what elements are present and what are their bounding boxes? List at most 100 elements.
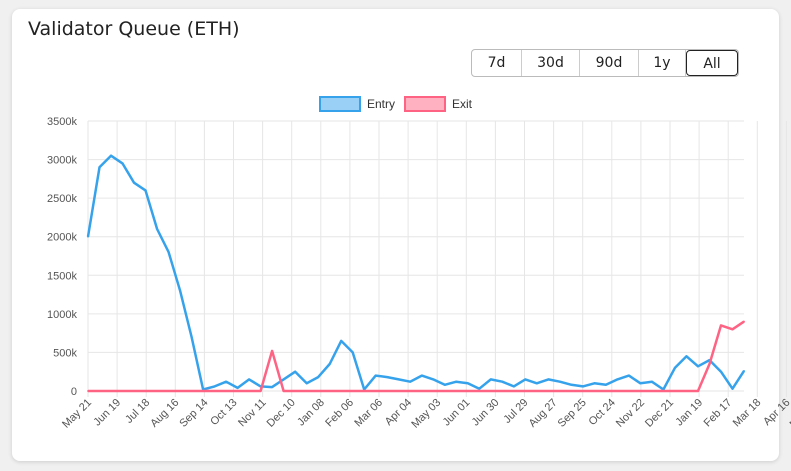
data-point-entry[interactable] [593,382,596,385]
data-point-exit[interactable] [535,390,538,392]
data-point-exit[interactable] [604,390,607,392]
data-point-exit[interactable] [351,390,354,392]
data-point-entry[interactable] [455,380,458,383]
data-point-exit[interactable] [674,390,676,392]
data-point-entry[interactable] [443,383,446,386]
data-point-entry[interactable] [294,370,297,373]
data-point-exit[interactable] [121,390,124,392]
data-point-entry[interactable] [674,366,676,369]
data-point-exit[interactable] [202,390,204,392]
data-point-entry[interactable] [282,378,285,381]
data-point-entry[interactable] [616,378,619,381]
data-point-exit[interactable] [190,390,193,392]
data-point-entry[interactable] [628,374,630,377]
data-point-entry[interactable] [731,387,734,390]
data-point-exit[interactable] [110,390,112,392]
data-point-exit[interactable] [443,390,446,392]
data-point-entry[interactable] [374,374,377,377]
data-point-entry[interactable] [697,365,699,368]
range-7d-button[interactable]: 7d [472,50,522,76]
data-point-entry[interactable] [87,235,89,238]
data-point-exit[interactable] [581,390,584,392]
data-point-exit[interactable] [156,390,158,392]
data-point-exit[interactable] [743,320,745,323]
data-point-exit[interactable] [720,324,722,327]
series-line-exit[interactable] [88,320,745,393]
data-point-entry[interactable] [248,378,251,381]
data-point-exit[interactable] [282,390,285,392]
data-point-exit[interactable] [294,390,297,392]
legend-exit-label[interactable]: Exit [452,97,473,111]
data-point-entry[interactable] [524,378,527,381]
data-point-exit[interactable] [639,390,642,392]
data-point-exit[interactable] [98,390,101,392]
data-point-exit[interactable] [558,390,561,392]
legend-entry-swatch[interactable] [319,96,361,112]
data-point-exit[interactable] [662,390,665,392]
data-point-entry[interactable] [558,380,561,383]
data-point-entry[interactable] [340,339,343,342]
data-point-exit[interactable] [697,390,699,392]
legend-exit-swatch[interactable] [404,96,446,112]
data-point-entry[interactable] [190,336,193,338]
data-point-exit[interactable] [87,390,89,392]
data-point-entry[interactable] [570,383,573,386]
data-point-entry[interactable] [305,382,308,385]
data-point-exit[interactable] [179,390,181,392]
data-point-exit[interactable] [501,390,504,392]
data-point-exit[interactable] [616,390,619,392]
data-point-exit[interactable] [259,390,262,392]
data-point-entry[interactable] [271,386,274,389]
legend-entry-label[interactable]: Entry [367,97,395,111]
data-point-entry[interactable] [213,385,216,388]
data-point-entry[interactable] [156,228,158,230]
series-line-entry[interactable] [86,154,746,391]
data-point-entry[interactable] [512,385,515,388]
data-point-entry[interactable] [720,370,722,373]
data-point-exit[interactable] [305,390,308,392]
data-point-exit[interactable] [317,390,320,392]
data-point-exit[interactable] [628,390,630,392]
data-point-exit[interactable] [213,390,216,392]
data-point-exit[interactable] [386,390,389,392]
data-point-entry[interactable] [144,189,147,192]
data-point-entry[interactable] [651,380,653,383]
data-point-entry[interactable] [466,382,469,385]
data-point-exit[interactable] [455,390,458,392]
data-point-exit[interactable] [248,390,251,392]
data-point-exit[interactable] [133,390,135,392]
data-point-exit[interactable] [225,390,228,392]
data-point-exit[interactable] [651,390,653,392]
data-point-exit[interactable] [570,390,573,392]
data-point-entry[interactable] [236,387,239,389]
data-point-entry[interactable] [397,378,400,381]
data-point-exit[interactable] [593,390,596,392]
data-point-entry[interactable] [604,383,607,386]
data-point-entry[interactable] [639,382,642,385]
data-point-exit[interactable] [432,390,435,392]
data-point-entry[interactable] [581,385,584,388]
data-point-entry[interactable] [110,154,112,157]
data-point-entry[interactable] [351,351,354,354]
data-point-entry[interactable] [179,289,181,292]
data-point-entry[interactable] [386,376,389,379]
range-90d-button[interactable]: 90d [580,50,639,76]
data-point-exit[interactable] [236,390,239,392]
data-point-entry[interactable] [121,162,124,165]
data-point-exit[interactable] [374,390,377,392]
data-point-exit[interactable] [420,390,423,392]
data-point-entry[interactable] [420,374,423,377]
data-point-entry[interactable] [501,380,504,383]
range-all-button[interactable]: All [686,50,738,76]
data-point-entry[interactable] [478,387,481,390]
range-1y-button[interactable]: 1y [639,50,686,76]
data-point-exit[interactable] [363,390,366,392]
data-point-entry[interactable] [409,380,412,383]
data-point-exit[interactable] [328,390,331,392]
data-point-entry[interactable] [432,378,435,381]
data-point-exit[interactable] [524,390,527,392]
data-point-exit[interactable] [466,390,469,392]
data-point-entry[interactable] [133,181,135,184]
data-point-exit[interactable] [271,349,274,352]
data-point-exit[interactable] [478,390,481,392]
